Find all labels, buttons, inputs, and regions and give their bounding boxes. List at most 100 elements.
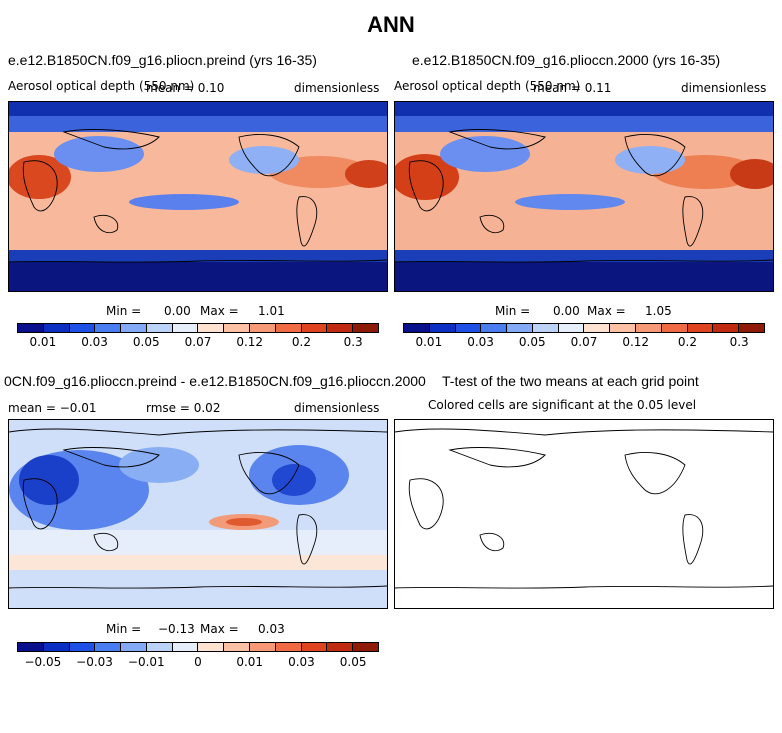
- coastline-north-america: [624, 452, 686, 495]
- colorbar-box: [43, 324, 70, 332]
- panel-2-mean: mean = 0.11: [533, 81, 612, 95]
- colorbar-tick-label: 0.03: [288, 655, 315, 669]
- africa-east-plume: [730, 159, 773, 189]
- panel-1-colorbar: [17, 323, 379, 333]
- panel-2-colorbar: [403, 323, 765, 333]
- coastline-africa: [22, 478, 58, 530]
- colorbar-tick-label: 0.03: [81, 335, 108, 349]
- colorbar-box: [327, 324, 354, 332]
- panel-2-map: [394, 101, 774, 292]
- panel-3-rmse: rmse = 0.02: [146, 401, 221, 415]
- map-background: [395, 420, 773, 608]
- coastline-eurasia: [62, 129, 160, 150]
- panel-3-min-label: Min =: [106, 622, 142, 636]
- colorbar-box: [404, 324, 430, 332]
- colorbar-box: [301, 643, 328, 651]
- coastline-australia: [479, 533, 505, 552]
- arctic-band-dark: [9, 102, 387, 116]
- colorbar-tick-label: 0.01: [415, 335, 443, 349]
- panel-1-colorbar-ticks: 0.01 0.03 0.05 0.07 0.12 0.2 0.3: [17, 335, 379, 351]
- coastline-africa: [408, 478, 444, 530]
- panel-1-variable: Aerosol optical depth (550 nm): [8, 79, 195, 93]
- colorbar-tick-label: 0: [194, 655, 202, 669]
- central-asia-low: [440, 136, 530, 172]
- coastline-north-america: [238, 134, 300, 177]
- colorbar-box: [687, 324, 714, 332]
- colorbar-box: [301, 324, 328, 332]
- colorbar-tick-label: 0.01: [236, 655, 264, 669]
- colorbar-box: [250, 324, 276, 332]
- colorbar-box: [532, 324, 559, 332]
- panel-3-max-value: 0.03: [258, 622, 285, 636]
- colorbar-box: [250, 643, 276, 651]
- colorbar-box: [172, 643, 199, 651]
- colorbar-box: [224, 643, 251, 651]
- colorbar-box: [172, 324, 199, 332]
- coastline-antarctica: [9, 259, 387, 263]
- colorbar-box: [224, 324, 251, 332]
- colorbar-tick-label: 0.05: [132, 335, 160, 349]
- colorbar-box: [429, 324, 456, 332]
- india-negative-strong: [19, 455, 79, 505]
- panel-3-max-label: Max =: [200, 622, 239, 636]
- coastline-south-america: [296, 514, 318, 565]
- antarctic-band: [395, 262, 773, 291]
- panel-1-max-value: 1.01: [258, 304, 285, 318]
- coastline-eurasia: [448, 447, 546, 468]
- colorbar-tick-label: 0.03: [467, 335, 494, 349]
- north-pacific-negative: [119, 447, 199, 483]
- coastline-australia: [93, 533, 119, 552]
- colorbar-box: [18, 643, 44, 651]
- colorbar-tick-label: 0.3: [343, 335, 363, 349]
- colorbar-tick-label: −0.03: [76, 655, 113, 669]
- colorbar-tick-label: −0.01: [127, 655, 165, 669]
- coastline-eurasia: [62, 447, 160, 468]
- panel-4-title: T-test of the two means at each grid poi…: [442, 373, 699, 389]
- colorbar-tick-label: 0.07: [570, 335, 598, 349]
- north-america-low: [615, 146, 685, 174]
- pacific-positive-core: [226, 518, 262, 526]
- colorbar-box: [661, 324, 688, 332]
- colorbar-box: [610, 324, 637, 332]
- colorbar-box: [43, 643, 70, 651]
- colorbar-box: [121, 643, 147, 651]
- figure-title: ANN: [367, 12, 415, 37]
- panel-4-map: [394, 419, 774, 609]
- colorbar-box: [353, 324, 378, 332]
- panel-3-title: 0CN.f09_g16.plioccn.preind - e.e12.B1850…: [4, 373, 426, 389]
- colorbar-box: [69, 324, 96, 332]
- colorbar-tick-label: 0.05: [339, 655, 367, 669]
- panel-2-max-value: 1.05: [645, 304, 672, 318]
- colorbar-box: [18, 324, 44, 332]
- panel-1-units: dimensionless: [294, 81, 380, 95]
- coastline-antarctica: [9, 585, 387, 589]
- colorbar-tick-label: 0.12: [622, 335, 650, 349]
- colorbar-box: [146, 643, 173, 651]
- panel-2-min-label: Min =: [495, 304, 531, 318]
- panel-3-min-value: −0.13: [158, 622, 195, 636]
- panel-1-mean: mean = 0.10: [146, 81, 225, 95]
- coastline-south-america: [296, 196, 318, 247]
- coastline-arctic: [395, 428, 773, 436]
- panel-4-subtitle: Colored cells are significant at the 0.0…: [428, 398, 697, 412]
- panel-3-units: dimensionless: [294, 401, 380, 415]
- colorbar-box: [275, 643, 302, 651]
- panel-3-map: [8, 419, 388, 609]
- coastline-south-america: [682, 196, 704, 247]
- panel-2-min-value: 0.00: [553, 304, 580, 318]
- colorbar-box: [146, 324, 173, 332]
- colorbar-tick-label: 0.01: [29, 335, 57, 349]
- colorbar-box: [455, 324, 482, 332]
- colorbar-box: [121, 324, 147, 332]
- central-asia-low: [54, 136, 144, 172]
- coastline-antarctica: [395, 259, 773, 263]
- colorbar-box: [198, 324, 225, 332]
- colorbar-tick-label: 0.07: [184, 335, 212, 349]
- coastline-australia: [93, 215, 119, 234]
- pacific-clean-band: [129, 194, 239, 210]
- panel-1-min-label: Min =: [106, 304, 142, 318]
- colorbar-box: [584, 324, 611, 332]
- panel-1-min-value: 0.00: [164, 304, 191, 318]
- colorbar-box: [95, 643, 122, 651]
- panel-3-colorbar-ticks: −0.05 −0.03 −0.01 0 0.01 0.03 0.05: [17, 655, 379, 671]
